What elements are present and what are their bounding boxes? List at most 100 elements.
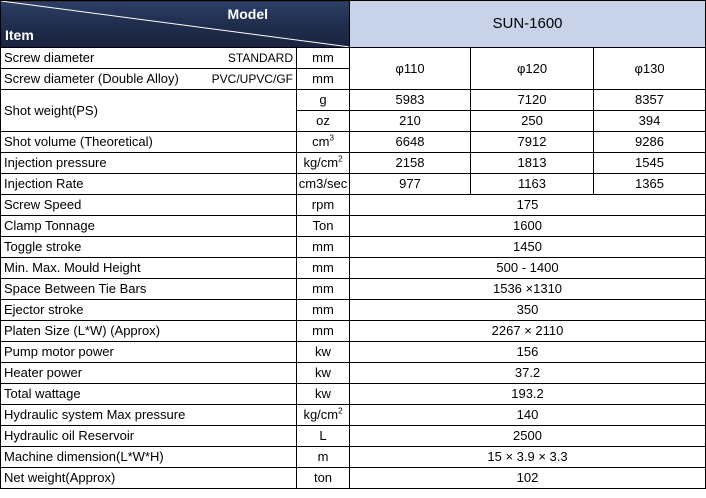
spec-unit: rpm [296,194,350,216]
spec-unit-text: mm [312,239,334,254]
shot-weight-g-unit: g [296,89,350,111]
screw-standard-label-cell: Screw diameter STANDARD [0,47,297,69]
shot-weight-g-3: 8357 [592,89,706,111]
spec-value: 156 [348,341,706,363]
spec-label: Hydraulic system Max pressure [0,404,297,426]
screw-standard-note: STANDARD [227,51,293,65]
shot-weight-oz-row: oz 210 250 394 [1,110,706,132]
spec-row: Toggle stroke mm 1450 [0,236,706,258]
screw-double-note: PVC/UPVC/GF [211,72,293,86]
spec-value: 2500 [348,425,706,447]
spec-label: Shot volume (Theoretical) [0,131,297,153]
spec-value: 1365 [592,173,706,195]
shot-weight-oz-1: 210 [349,110,471,132]
spec-unit-text: kg/cm [303,155,339,170]
spec-unit-text: kw [315,365,331,380]
spec-value: 175 [348,194,706,216]
screw-diameter-1: φ110 [349,47,471,90]
spec-unit-text: kw [315,344,331,359]
spec-row: Space Between Tie Bars mm 1536 ×1310 [0,278,706,300]
model-label: Model [227,6,268,22]
spec-row: Hydraulic system Max pressure kg/cm2 140 [0,404,706,426]
spec-value: 977 [349,173,471,195]
spec-value: 193.2 [348,383,706,405]
shot-weight-oz-3: 394 [592,110,706,132]
spec-row: Machine dimension(L*W*H) m 15 × 3.9 × 3.3 [0,446,706,468]
spec-unit-exponent: 3 [329,133,334,143]
spec-row: Total wattage kw 193.2 [0,383,706,405]
spec-value: 37.2 [348,362,706,384]
spec-unit-text: L [319,428,327,443]
screw-row-double-alloy: Screw diameter (Double Alloy) PVC/UPVC/G… [0,68,706,90]
screw-double-unit: mm [296,68,350,90]
spec-unit: Ton [296,215,350,237]
spec-row: Hydraulic oil Reservoir L 2500 [0,425,706,447]
spec-label: Screw Speed [0,194,297,216]
shot-weight-label: Shot weight(PS) [0,89,297,132]
spec-unit-text: kg/cm [303,407,339,422]
spec-row: Screw Speed rpm 175 [0,194,706,216]
spec-unit: L [296,425,350,447]
spec-unit: mm [296,236,350,258]
shot-weight-oz-2: 250 [470,110,594,132]
shot-weight-g-row: Shot weight(PS) g 5983 7120 8357 [0,89,706,132]
spec-unit: cm3 [296,131,350,153]
spec-label: Ejector stroke [0,299,297,321]
spec-row: Net weight(Approx) ton 102 [0,467,706,489]
spec-label: Clamp Tonnage [0,215,297,237]
spec-value: 6648 [349,131,471,153]
spec-unit: kg/cm2 [296,152,350,174]
spec-unit-text: mm [312,323,334,338]
spec-label: Injection pressure [0,152,297,174]
spec-value: 1536 ×1310 [348,278,706,300]
shot-weight-g-1: 5983 [349,89,471,111]
spec-value: 9286 [592,131,706,153]
screw-double-label: Screw diameter (Double Alloy) [4,71,179,86]
spec-row: Shot volume (Theoretical) cm3 6648 7912 9286 [0,131,706,153]
spec-unit: kw [296,341,350,363]
spec-unit-text: kw [315,386,331,401]
spec-unit: mm [296,257,350,279]
spec-unit-text: rpm [311,197,335,212]
spec-label: Total wattage [0,383,297,405]
spec-unit: cm3/sec [296,173,350,195]
screw-double-label-cell: Screw diameter (Double Alloy) PVC/UPVC/G… [0,68,297,90]
spec-unit-text: cm3/sec [298,176,348,191]
spec-unit: mm [296,320,350,342]
spec-value: 102 [348,467,706,489]
spec-value: 1450 [348,236,706,258]
header-row: Model Item SUN-1600 [0,0,706,48]
spec-unit: kw [296,362,350,384]
spec-row: Injection pressure kg/cm2 2158 1813 1545 [0,152,706,174]
screw-row-standard: Screw diameter STANDARD mm φ110 φ120 φ13… [0,47,706,90]
spec-unit-text: cm [312,134,330,149]
spec-unit-text: mm [312,260,334,275]
spec-unit: kw [296,383,350,405]
screw-standard-label: Screw diameter [4,50,95,65]
spec-label: Machine dimension(L*W*H) [0,446,297,468]
screw-diameter-3: φ130 [592,47,706,90]
spec-unit-exponent: 2 [338,154,343,164]
spec-unit-exponent: 2 [338,406,343,416]
spec-label: Platen Size (L*W) (Approx) [0,320,297,342]
spec-label: Net weight(Approx) [0,467,297,489]
spec-label: Toggle stroke [0,236,297,258]
model-item-header: Model Item [0,0,350,48]
spec-value: 1163 [470,173,594,195]
spec-label: Heater power [0,362,297,384]
spec-unit: mm [296,278,350,300]
spec-value: 350 [348,299,706,321]
spec-row: Injection Rate cm3/sec 977 1163 1365 [0,173,706,195]
spec-value: 1545 [592,152,706,174]
spec-unit: kg/cm2 [296,404,350,426]
spec-row: Platen Size (L*W) (Approx) mm 2267 × 2110 [0,320,706,342]
spec-row: Clamp Tonnage Ton 1600 [0,215,706,237]
spec-label: Hydraulic oil Reservoir [0,425,297,447]
model-name: SUN-1600 [348,0,706,48]
spec-unit: mm [296,299,350,321]
shot-weight-oz-unit: oz [296,110,350,132]
spec-label: Injection Rate [0,173,297,195]
spec-unit-text: m [317,449,329,464]
spec-row: Pump motor power kw 156 [0,341,706,363]
